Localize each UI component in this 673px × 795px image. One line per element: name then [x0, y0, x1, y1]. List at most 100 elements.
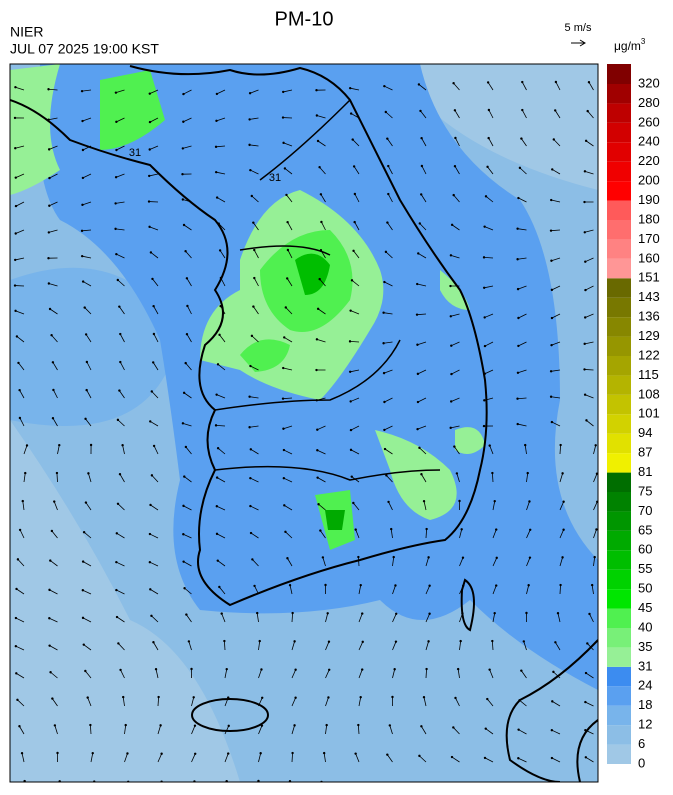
- wind-arrow-head: [517, 785, 519, 787]
- wind-arrow: [352, 139, 360, 147]
- wind-arrow-head: [216, 447, 220, 450]
- wind-arrow: [357, 556, 360, 567]
- wind-arrow-head: [81, 560, 85, 563]
- wind-arrow: [216, 117, 226, 122]
- wind-arrow-head: [91, 751, 94, 755]
- wind-arrow: [349, 340, 360, 343]
- colorbar-swatch: [607, 589, 631, 609]
- wind-arrow: [389, 725, 393, 735]
- wind-arrow: [286, 194, 293, 203]
- wind-arrow-head: [251, 558, 254, 561]
- wind-arrow-head: [516, 422, 519, 426]
- wind-arrow-head: [259, 752, 262, 755]
- wind-arrow: [216, 394, 226, 399]
- wind-arrow: [286, 278, 293, 287]
- wind-arrow: [51, 334, 58, 343]
- wind-arrow: [384, 281, 393, 287]
- wind-arrow: [551, 369, 561, 372]
- wind-arrow: [593, 501, 598, 511]
- wind-arrow-head: [316, 428, 319, 431]
- wind-arrow: [48, 88, 58, 91]
- wind-arrow: [127, 781, 129, 782]
- wind-arrow-head: [252, 221, 255, 224]
- wind-arrow-head: [550, 198, 553, 202]
- wind-arrow: [586, 420, 594, 427]
- wind-arrow: [484, 313, 494, 318]
- wind-arrow: [454, 446, 460, 455]
- wind-arrow-head: [81, 203, 84, 207]
- wind-arrow-head: [349, 448, 353, 452]
- wind-arrow: [392, 669, 396, 679]
- tsushima: [460, 578, 475, 632]
- agency: NIER: [10, 24, 43, 40]
- wind-arrow: [353, 166, 360, 175]
- wind-arrow-head: [150, 390, 153, 393]
- wind-arrow: [459, 557, 464, 567]
- wind-arrow-head: [82, 531, 86, 534]
- colorbar-swatch: [607, 84, 631, 104]
- wind-arrow-head: [190, 667, 193, 671]
- wind-arrow-head: [554, 80, 558, 84]
- wind-arrow: [451, 756, 460, 763]
- wind-arrow-head: [15, 672, 18, 675]
- wind-arrow: [122, 445, 125, 455]
- colorbar-label: 160: [638, 250, 660, 265]
- wind-arrow-head: [550, 259, 553, 262]
- wind-arrow-head: [20, 752, 24, 755]
- colorbar-swatch: [607, 200, 631, 220]
- wind-arrow: [386, 784, 393, 790]
- wind-arrow: [116, 616, 125, 623]
- wind-arrow: [350, 425, 360, 431]
- wind-arrow-head: [391, 695, 394, 699]
- colorbar: 0 6 12 18 24 31 35 40 45 50 55 60 65 70 75 81 87 94 101 108…: [607, 64, 660, 770]
- colorbar-swatch: [607, 433, 631, 454]
- wind-arrow-head: [551, 168, 554, 171]
- wind-arrow-head: [390, 527, 393, 531]
- wind-arrow: [289, 585, 293, 595]
- wind-arrow-head: [48, 588, 51, 592]
- wind-arrow: [550, 229, 561, 232]
- wind-arrow: [589, 613, 594, 623]
- wind-arrow-head: [383, 428, 386, 432]
- wind-arrow-head: [593, 555, 596, 559]
- wind-arrow-head: [317, 503, 320, 506]
- wind-arrow: [216, 89, 226, 95]
- wind-arrow-head: [482, 286, 486, 290]
- wind-arrow-head: [315, 114, 319, 117]
- wind-arrow: [518, 757, 527, 763]
- wind-arrow: [188, 641, 192, 651]
- wind-arrow-head: [527, 584, 530, 587]
- wind-arrow-head: [450, 785, 452, 787]
- wind-arrow: [484, 369, 494, 375]
- wind-arrow-head: [484, 727, 487, 730]
- wind-arrow: [557, 613, 561, 623]
- wind-arrow: [551, 285, 561, 291]
- wind-arrow-head: [327, 640, 331, 643]
- wind-arrow: [82, 255, 92, 259]
- wind-arrow: [15, 201, 25, 207]
- wind-arrow-head: [384, 250, 388, 254]
- wind-arrow: [184, 476, 192, 483]
- wind-arrow: [251, 195, 259, 203]
- colorbar-swatch: [607, 181, 631, 201]
- wind-arrow-head: [384, 110, 387, 114]
- pollution-field: [375, 430, 457, 520]
- wind-arrow: [593, 529, 597, 539]
- wind-arrow-head: [324, 583, 327, 587]
- wind-arrow-head: [453, 109, 457, 112]
- wind-arrow: [19, 529, 25, 539]
- wind-arrow: [317, 449, 326, 455]
- wind-arrow: [82, 173, 92, 179]
- wind-arrow-head: [181, 172, 184, 176]
- wind-arrow-head: [418, 446, 421, 450]
- wind-arrow: [523, 641, 527, 651]
- wind-arrow-head: [248, 395, 251, 398]
- wind-arrow-head: [53, 500, 56, 503]
- wind-arrow-head: [116, 418, 120, 422]
- wind-arrow: [155, 669, 159, 679]
- wind-arrow-head: [250, 334, 254, 338]
- pollution-field: [325, 510, 345, 530]
- wind-arrow: [21, 753, 25, 763]
- wind-arrow-head: [18, 725, 21, 728]
